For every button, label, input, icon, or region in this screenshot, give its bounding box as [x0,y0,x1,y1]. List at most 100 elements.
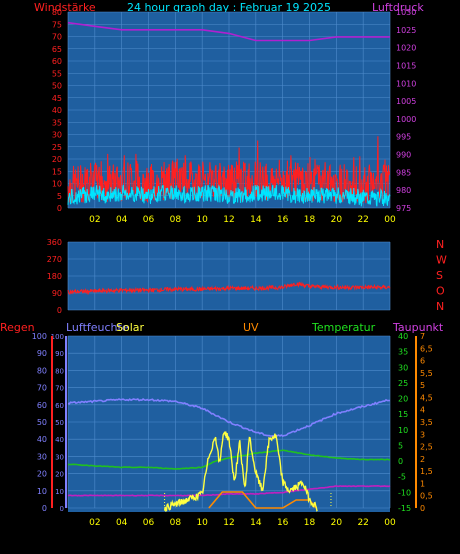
x-tick-label: 22 [357,518,368,528]
dewpoint-tick-label: 6,5 [420,344,433,353]
x-tick-label: 06 [143,215,155,225]
dewpoint-tick-label: 1 [420,479,425,488]
dewpoint-tick-label: 3 [420,430,425,439]
wind-tick-label: 80 [52,8,62,17]
x-tick-label: 04 [116,518,128,528]
pressure-line [67,21,390,42]
rain-tick-label: 30 [37,452,47,461]
x-tick-label: 04 [116,215,128,225]
compass-label: N [436,300,444,313]
rain-tick-label: 10 [37,487,47,496]
direction-tick-label: 180 [47,272,62,281]
temperature-tick-label: 25 [398,379,408,388]
x-tick-label: 16 [277,215,289,225]
x-tick-label: 08 [170,215,182,225]
x-tick-label: 12 [223,518,234,528]
x-tick-label: 00 [384,215,396,225]
pressure-tick-label: 1015 [396,61,416,70]
solar-axis-label: Solar [116,321,145,334]
uv-axis-label: UV [243,321,259,334]
rain-tick-label: 40 [37,435,47,444]
x-tick-label: 12 [223,215,234,225]
humidity-tick-label: 40 [55,436,64,444]
humidity-tick-label: 50 [55,419,64,427]
wind-tick-label: 65 [52,45,62,54]
direction-tick-label: 0 [57,306,62,315]
compass-label: W [436,254,447,267]
temperature-tick-label: 40 [398,332,408,341]
humidity-tick-label: 90 [55,350,64,358]
x-tick-label: 14 [250,215,262,225]
solar-line [163,431,318,512]
pressure-tick-label: 1030 [396,8,416,17]
dewpoint-tick-label: 7 [420,332,425,341]
humidity-tick-label: 20 [55,471,64,479]
dewpoint-tick-label: 4,5 [420,393,433,402]
wind-tick-label: 0 [57,204,62,213]
rain-tick-label: 70 [37,384,47,393]
temperature-tick-label: 20 [398,395,408,404]
pressure-tick-label: 1000 [396,115,416,124]
temperature-line [67,449,391,470]
x-tick-label: 10 [196,215,208,225]
dewpoint-tick-label: 0 [420,504,425,513]
pressure-tick-label: 1005 [396,97,416,106]
rain-tick-label: 90 [37,349,47,358]
x-tick-label: 08 [170,518,182,528]
x-tick-label: 06 [143,518,155,528]
x-tick-label: 20 [331,215,343,225]
wind-direction-line [67,281,391,296]
dewpoint-tick-label: 0,5 [420,492,433,501]
humidity-tick-label: 30 [55,453,64,461]
x-tick-label: 18 [304,215,316,225]
compass-label: S [436,269,443,282]
humidity-tick-label: 100 [51,333,64,341]
rain-tick-label: 100 [32,332,47,341]
rain-tick-label: 50 [37,418,47,427]
pressure-tick-label: 1010 [396,79,416,88]
temperature-tick-label: -5 [398,473,406,482]
humidity-line [67,397,391,438]
x-tick-label: 10 [196,518,208,528]
humidity-tick-label: 70 [55,385,64,393]
wind-axis-label: Windstärke [34,1,96,14]
temperature-tick-label: 35 [398,348,408,357]
pressure-tick-label: 1020 [396,44,416,53]
compass-label: N [436,238,444,251]
wind-tick-label: 40 [52,106,62,115]
dewpoint-tick-label: 6 [420,357,425,366]
wind-tick-label: 75 [52,20,62,29]
humidity-tick-label: 10 [55,488,64,496]
wind-tick-label: 20 [52,155,62,164]
dewpoint-tick-label: 3,5 [420,418,433,427]
dewpoint-tick-label: 5 [420,381,425,390]
dewpoint-tick-label: 1,5 [420,467,433,476]
direction-tick-label: 90 [52,289,62,298]
dewpoint-tick-label: 2 [420,455,425,464]
rain-axis-label: Regen [0,321,35,334]
pressure-tick-label: 990 [396,151,411,160]
pressure-tick-label: 995 [396,133,411,142]
temperature-tick-label: -15 [398,504,411,513]
temperature-tick-label: 30 [398,363,408,372]
temperature-tick-label: -10 [398,488,411,497]
humidity-tick-label: 80 [55,367,64,375]
direction-tick-label: 360 [47,238,62,247]
temperature-tick-label: 0 [398,457,403,466]
wind-tick-label: 30 [52,131,62,140]
x-tick-label: 16 [277,518,289,528]
x-tick-label: 20 [331,518,343,528]
wind-tick-label: 45 [52,94,62,103]
humidity-tick-label: 0 [60,505,64,513]
pressure-tick-label: 985 [396,168,411,177]
temperature-tick-label: 10 [398,426,408,435]
wind-tick-label: 55 [52,69,62,78]
rain-tick-label: 0 [42,504,47,513]
wind-tick-label: 5 [57,192,62,201]
chart-title: 24 hour graph day : Februar 19 2025 [127,1,331,14]
humidity-tick-label: 60 [55,402,64,410]
rain-tick-label: 60 [37,401,47,410]
wind-tick-label: 70 [52,33,62,42]
